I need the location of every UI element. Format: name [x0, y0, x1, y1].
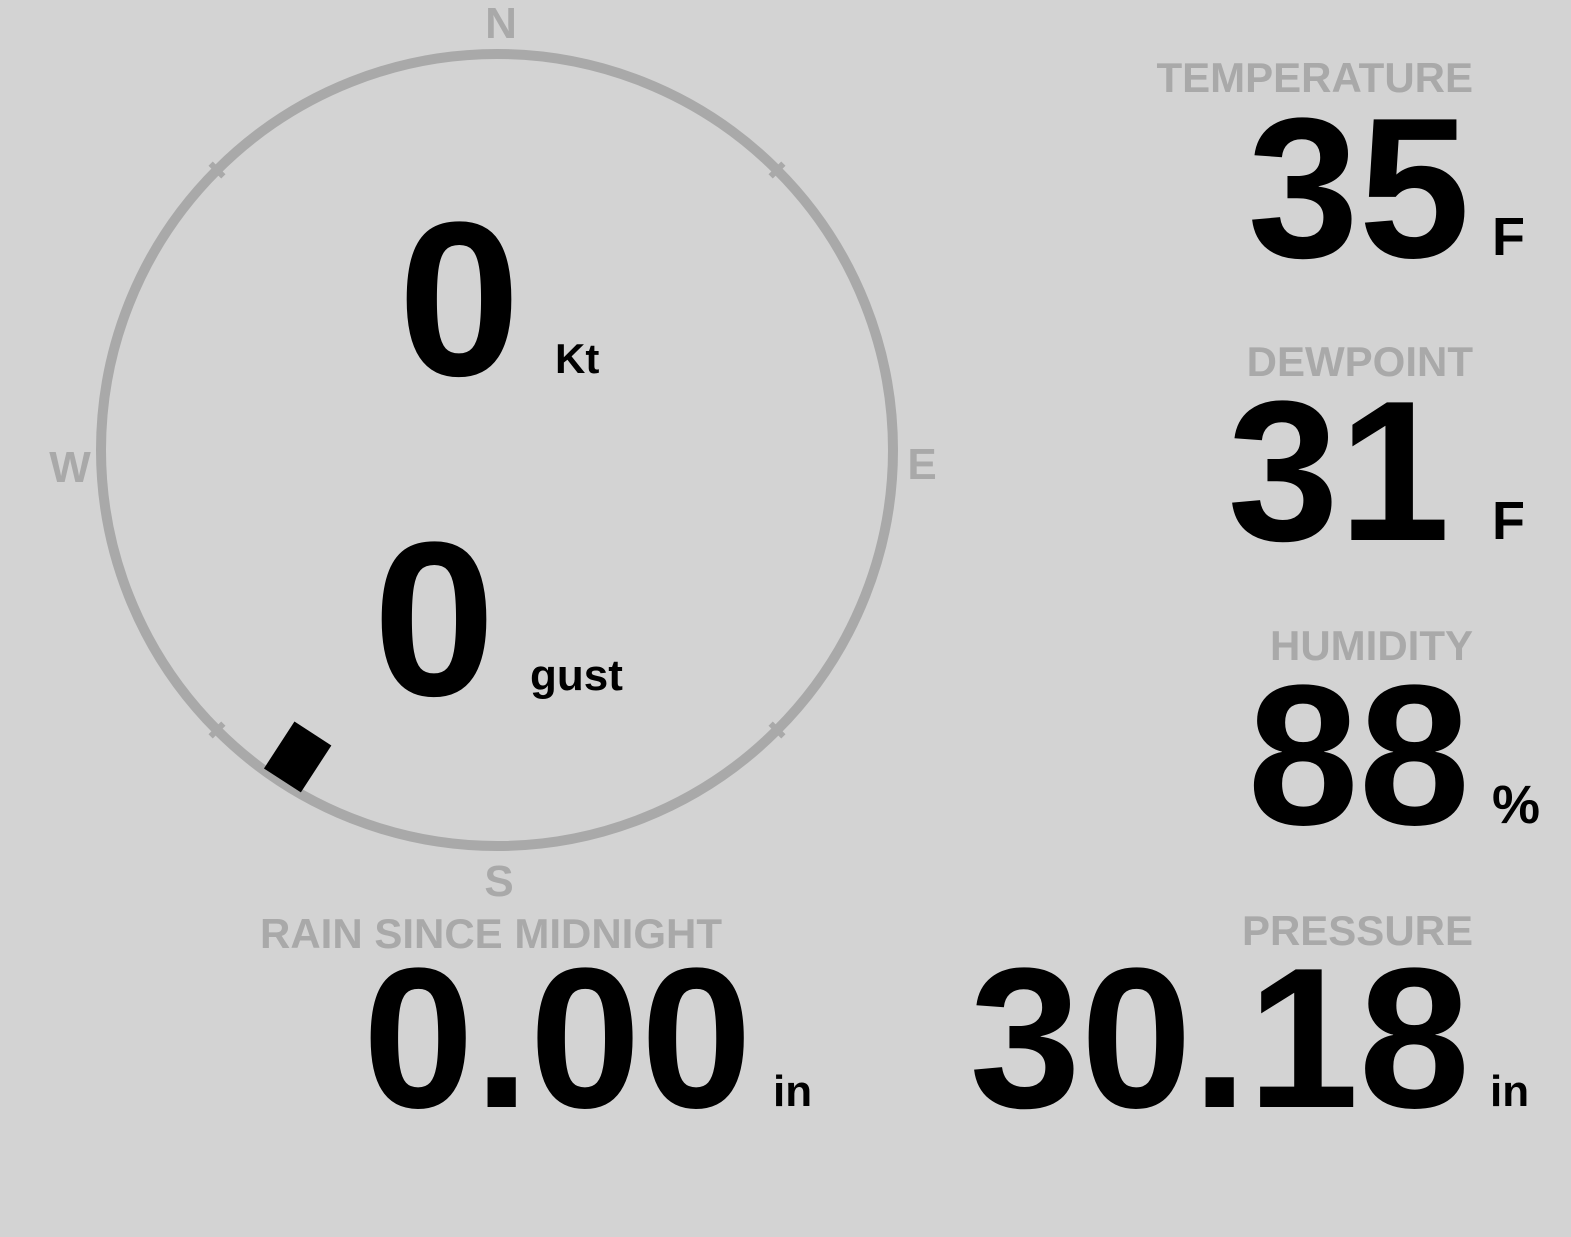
- wind-speed-unit: Kt: [555, 335, 600, 382]
- rain-value: 0.00: [362, 927, 752, 1150]
- compass-tick: [768, 721, 786, 739]
- compass-tick: [208, 721, 226, 739]
- compass-east: E: [907, 440, 937, 489]
- pressure-value: 30.18: [969, 927, 1471, 1150]
- dewpoint-label: DEWPOINT: [1246, 338, 1473, 385]
- wind-speed-value: 0: [398, 176, 521, 422]
- rain-label: RAIN SINCE MIDNIGHT: [260, 910, 722, 957]
- wind-direction-marker: [263, 721, 332, 793]
- compass-tick: [768, 161, 786, 179]
- wind-gust-unit: gust: [530, 651, 623, 700]
- humidity-value: 88: [1247, 644, 1470, 867]
- wind-gust-value: 0: [373, 496, 496, 742]
- humidity-label: HUMIDITY: [1270, 622, 1473, 669]
- humidity-unit: %: [1492, 775, 1541, 835]
- temperature-unit: F: [1492, 207, 1525, 267]
- compass-north: N: [485, 0, 517, 48]
- rain-unit: in: [773, 1067, 813, 1116]
- compass-tick: [208, 161, 226, 179]
- temperature-value: 35: [1247, 77, 1470, 300]
- temperature-label: TEMPERATURE: [1156, 54, 1473, 101]
- pressure-unit: in: [1490, 1067, 1530, 1116]
- compass-south: S: [484, 857, 514, 906]
- compass-west: W: [49, 443, 91, 492]
- dewpoint-unit: F: [1492, 491, 1525, 551]
- compass-ring: [96, 49, 898, 851]
- dewpoint-value: 31: [1227, 360, 1450, 583]
- pressure-label: PRESSURE: [1241, 907, 1473, 954]
